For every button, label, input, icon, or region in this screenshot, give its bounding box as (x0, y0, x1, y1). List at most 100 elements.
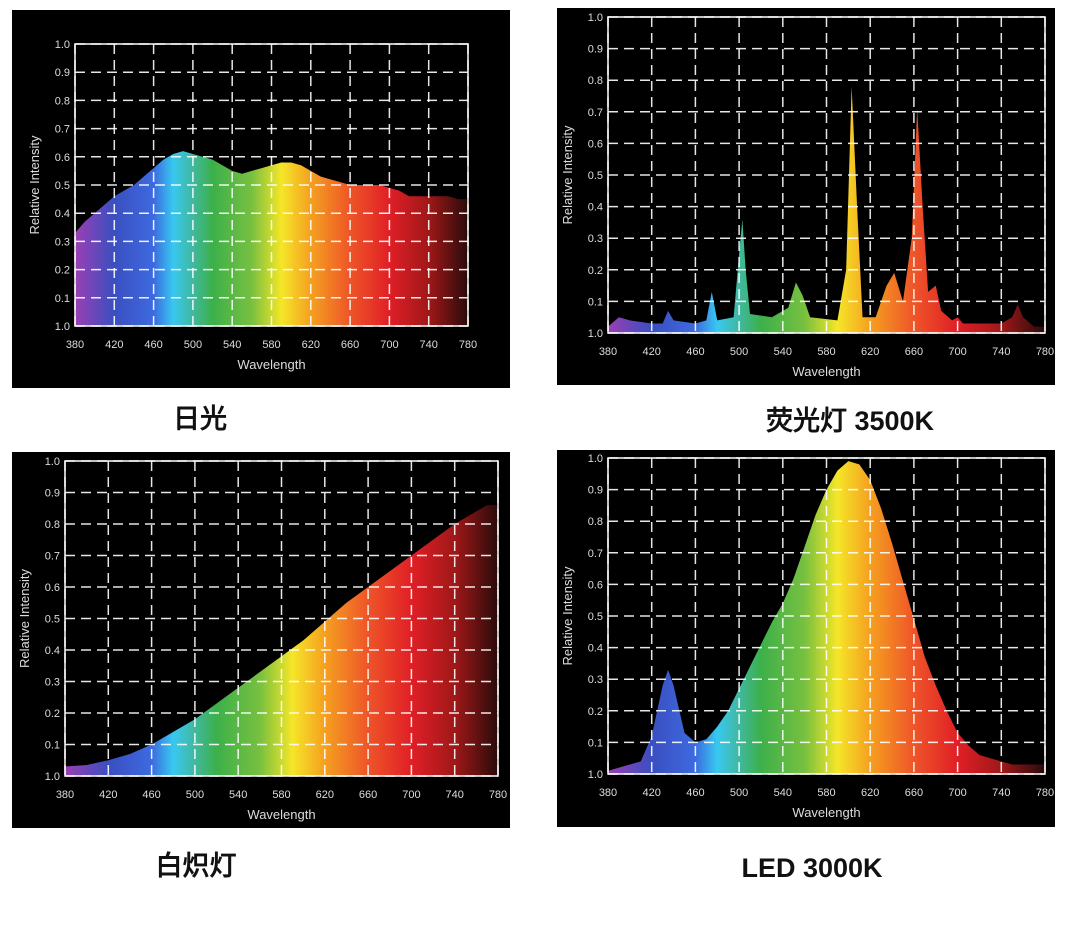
y-tick-label: 0.1 (45, 740, 60, 752)
y-tick-label: 0.9 (588, 485, 603, 497)
x-tick-label: 460 (142, 789, 160, 801)
y-tick-label: 0.5 (588, 611, 603, 623)
x-tick-label: 660 (341, 339, 359, 351)
y-tick-label: 0.1 (588, 737, 603, 749)
y-tick-label: 0.8 (588, 516, 603, 528)
y-tick-label: 0.8 (45, 519, 60, 531)
y-tick-label: 1.0 (588, 453, 603, 465)
y-tick-label: 0.9 (45, 488, 60, 500)
y-tick-label: 0.8 (55, 95, 70, 107)
y-tick-label: 0.4 (588, 202, 603, 214)
y-tick-label: 1.0 (55, 39, 70, 51)
x-tick-label: 420 (105, 339, 123, 351)
chart-title: LED 3000K (741, 853, 883, 883)
x-tick-label: 740 (446, 789, 464, 801)
chart-panel: 1.0 0.1 0.2 0.3 0.4 0.5 0.6 0.7 0.8 0.9 1.0 380 420 4… (557, 450, 1055, 883)
x-axis-label: Wavelength (247, 807, 315, 822)
y-tick-label: 0.5 (588, 170, 603, 182)
x-tick-label: 620 (302, 339, 320, 351)
y-tick-label: 0.7 (45, 551, 60, 563)
y-tick-label: 0.1 (588, 296, 603, 308)
y-tick-label: 0.6 (45, 582, 60, 594)
x-tick-label: 620 (316, 789, 334, 801)
y-tick-label: 0.2 (588, 706, 603, 718)
y-tick-label: 0.7 (588, 107, 603, 119)
spectrum-area (608, 461, 1045, 774)
x-tick-label: 380 (56, 789, 74, 801)
y-tick-label: 0.9 (588, 44, 603, 56)
x-tick-label: 420 (99, 789, 117, 801)
chart-title: 荧光灯 3500K (766, 406, 935, 436)
y-tick-label: 1.0 (588, 769, 603, 781)
y-tick-label: 0.3 (55, 236, 70, 248)
x-tick-label: 380 (599, 346, 617, 358)
x-tick-label: 660 (359, 789, 377, 801)
x-tick-label: 620 (861, 787, 879, 799)
y-tick-label: 0.3 (45, 677, 60, 689)
plot-border (64, 460, 499, 777)
x-tick-label: 580 (262, 339, 280, 351)
y-tick-label: 0.3 (588, 233, 603, 245)
x-tick-label: 700 (402, 789, 420, 801)
x-tick-label: 540 (229, 789, 247, 801)
x-tick-label: 740 (992, 346, 1010, 358)
y-tick-label: 0.2 (588, 265, 603, 277)
x-tick-label: 500 (730, 787, 748, 799)
y-tick-label: 0.2 (55, 265, 70, 277)
y-tick-label: 0.5 (55, 180, 70, 192)
y-tick-label: 0.6 (55, 152, 70, 164)
y-tick-label: 0.4 (45, 645, 60, 657)
chart-title: 日光 (173, 404, 227, 434)
chart-title: 白炽灯 (156, 850, 237, 881)
y-tick-label: 0.9 (55, 67, 70, 79)
y-axis-label: Relative Intensity (560, 125, 575, 224)
x-axis-label: Wavelength (237, 357, 305, 372)
y-tick-label: 0.8 (588, 75, 603, 87)
x-tick-label: 740 (992, 787, 1010, 799)
y-tick-label: 0.4 (588, 643, 603, 655)
x-tick-label: 540 (774, 787, 792, 799)
x-tick-label: 700 (948, 346, 966, 358)
y-tick-label: 0.7 (55, 124, 70, 136)
y-tick-label: 0.3 (588, 674, 603, 686)
y-tick-label: 0.6 (588, 579, 603, 591)
y-tick-label: 0.5 (45, 614, 60, 626)
x-tick-label: 420 (643, 787, 661, 799)
y-tick-label: 0.6 (588, 138, 603, 150)
x-tick-label: 540 (774, 346, 792, 358)
chart-panel: 1.0 0.1 0.2 0.3 0.4 0.5 0.6 0.7 0.8 0.9 1.0 380 420 4… (557, 8, 1055, 436)
x-tick-label: 540 (223, 339, 241, 351)
chart-panel: 1.0 0.1 0.2 0.3 0.4 0.5 0.6 0.7 0.8 0.9 1.0 380 420 4… (12, 10, 510, 434)
y-tick-label: 0.7 (588, 548, 603, 560)
x-tick-label: 780 (489, 789, 507, 801)
y-axis-label: Relative Intensity (17, 569, 32, 668)
y-tick-label: 1.0 (55, 321, 70, 333)
x-tick-label: 740 (420, 339, 438, 351)
x-tick-label: 660 (905, 787, 923, 799)
y-tick-label: 1.0 (588, 328, 603, 340)
plot-border (607, 457, 1046, 775)
x-tick-label: 460 (686, 346, 704, 358)
x-tick-label: 500 (184, 339, 202, 351)
y-tick-label: 0.2 (45, 708, 60, 720)
x-axis-label: Wavelength (792, 805, 860, 820)
x-tick-label: 380 (66, 339, 84, 351)
x-tick-label: 780 (1036, 346, 1054, 358)
x-tick-label: 580 (272, 789, 290, 801)
x-tick-label: 660 (905, 346, 923, 358)
plot-border (607, 16, 1046, 334)
x-tick-label: 620 (861, 346, 879, 358)
y-tick-label: 1.0 (45, 771, 60, 783)
x-tick-label: 500 (186, 789, 204, 801)
x-tick-label: 580 (817, 787, 835, 799)
y-tick-label: 0.4 (55, 208, 70, 220)
x-tick-label: 700 (948, 787, 966, 799)
x-tick-label: 700 (380, 339, 398, 351)
y-axis-label: Relative Intensity (560, 566, 575, 665)
x-axis-label: Wavelength (792, 364, 860, 379)
x-tick-label: 580 (817, 346, 835, 358)
y-tick-label: 0.1 (55, 293, 70, 305)
plot-border (74, 43, 469, 327)
x-tick-label: 780 (1036, 787, 1054, 799)
